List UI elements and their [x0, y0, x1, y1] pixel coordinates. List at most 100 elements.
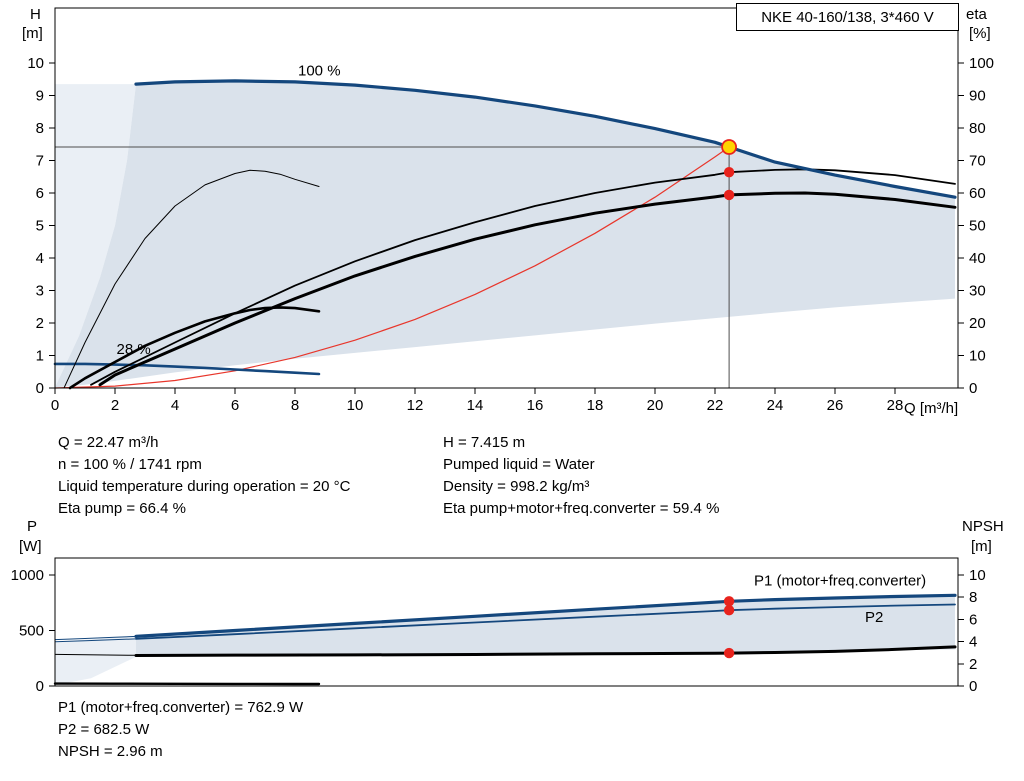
right-tick-label: 40 [969, 250, 986, 267]
right-tick-label: 0 [969, 678, 977, 695]
system-curve-curve [54, 146, 730, 389]
head-axis-label-h: H [30, 6, 41, 23]
info-density: Density = 998.2 kg/m³ [443, 478, 590, 495]
right-tick-label: 90 [969, 88, 986, 105]
right-tick-label: 80 [969, 120, 986, 137]
curve-label: 100 % [298, 62, 341, 79]
right-tick-label: 20 [969, 315, 986, 332]
npsh-curve [134, 645, 957, 657]
x-tick-label: 10 [347, 397, 364, 414]
p2-curve [135, 603, 956, 640]
left-tick-label: 0 [36, 380, 44, 397]
eta-axis-label: eta [966, 6, 987, 23]
info-eta-pump: Eta pump = 66.4 % [58, 500, 186, 517]
right-tick-label: 10 [969, 567, 986, 584]
curve-title: NKE 40-160/138, 3*460 V [761, 8, 934, 26]
eta-pump-reduced-curve [63, 169, 320, 389]
q-axis-label: Q [m³/h] [904, 400, 959, 417]
right-tick-label: 8 [969, 589, 977, 606]
right-tick-label: 30 [969, 283, 986, 300]
info-h: H = 7.415 m [443, 434, 526, 451]
power-axis-label: P [27, 518, 38, 535]
info-p1: P1 (motor+freq.converter) = 762.9 W [58, 699, 304, 716]
power-chart-frame [54, 557, 959, 687]
duty-info-column-1: Q = 22.47 m³/h n = 100 % / 1741 rpm Liqu… [58, 432, 350, 520]
x-tick-label: 8 [291, 397, 299, 414]
power-chart: 0 500 1000 0 2 4 6 8 10 P1 (motor+freq.converter)… [11, 557, 986, 695]
x-tick-label: 6 [231, 397, 239, 414]
info-npsh: NPSH = 2.96 m [58, 743, 163, 760]
eta-total-reduced-curve [68, 306, 321, 390]
right-tick-label: 60 [969, 185, 986, 202]
info-pumped-liquid: Pumped liquid = Water [443, 456, 595, 473]
right-tick-label: 0 [969, 380, 977, 397]
right-tick-label: 4 [969, 634, 977, 651]
h-28pct-curve [53, 362, 321, 376]
right-tick-label: 6 [969, 611, 977, 628]
left-tick-label: 10 [27, 55, 44, 72]
info-speed: n = 100 % / 1741 rpm [58, 456, 202, 473]
x-tick-label: 26 [827, 397, 844, 414]
info-q: Q = 22.47 m³/h [58, 434, 159, 451]
x-tick-label: 14 [467, 397, 484, 414]
x-tick-label: 24 [767, 397, 784, 414]
p2-low-extension-curve [54, 638, 137, 643]
right-tick-label: 10 [969, 348, 986, 365]
p2-point-marker [723, 605, 735, 616]
x-tick-label: 28 [887, 397, 904, 414]
npsh-extension-curve [54, 653, 137, 656]
p1-curve [134, 593, 957, 639]
left-tick-label: 7 [36, 153, 44, 170]
curve-label: 28 % [117, 341, 151, 358]
left-tick-label: 6 [36, 185, 44, 202]
npsh-point-marker [723, 647, 735, 659]
p1-low-extension-curve [54, 635, 137, 641]
head-chart-frame [54, 7, 959, 389]
curve-label: P2 [865, 609, 883, 626]
left-light-region [55, 84, 136, 388]
operating-range-region [55, 80, 955, 388]
head-chart: 0 2 4 6 8 10 12 14 16 18 20 22 24 26 28012345678910010… [27, 7, 994, 414]
x-tick-label: 18 [587, 397, 604, 414]
eta-total-point-marker [723, 189, 735, 201]
power-axis-unit: [W] [19, 538, 42, 555]
x-tick-label: 12 [407, 397, 424, 414]
eta-pump-point-marker [723, 167, 735, 178]
curve-title-box: NKE 40-160/138, 3*460 V [736, 3, 959, 31]
right-tick-label: 100 [969, 55, 994, 72]
eta-total-curve [98, 191, 957, 387]
left-tick-label: 8 [36, 120, 44, 137]
eta-axis-unit: [%] [969, 25, 991, 42]
left-tick-label: 3 [36, 283, 44, 300]
left-tick-label: 1 [36, 348, 44, 365]
power-range-region [136, 595, 955, 657]
info-liquid-temp: Liquid temperature during operation = 20… [58, 478, 351, 495]
x-tick-label: 22 [707, 397, 724, 414]
info-eta-total: Eta pump+motor+freq.converter = 59.4 % [443, 500, 720, 517]
right-tick-label: 2 [969, 656, 977, 673]
npsh-axis-label: NPSH [962, 518, 1004, 535]
h-100pct-curve [134, 79, 957, 199]
duty-info-column-2: H = 7.415 m Pumped liquid = Water Densit… [443, 432, 719, 520]
right-tick-label: 70 [969, 153, 986, 170]
x-tick-label: 0 [51, 397, 59, 414]
left-tick-label: 500 [19, 623, 44, 640]
power-info-column: P1 (motor+freq.converter) = 762.9 W P2 =… [58, 697, 303, 763]
x-tick-label: 2 [111, 397, 119, 414]
x-tick-label: 4 [171, 397, 179, 414]
info-p2: P2 = 682.5 W [58, 721, 150, 738]
x-tick-label: 20 [647, 397, 664, 414]
right-tick-label: 50 [969, 218, 986, 235]
duty-point-marker [721, 139, 737, 155]
left-tick-label: 9 [36, 88, 44, 105]
left-tick-label: 4 [36, 250, 44, 267]
left-tick-label: 1000 [11, 567, 44, 584]
head-axis-label-m: [m] [22, 25, 43, 42]
left-tick-label: 2 [36, 315, 44, 332]
power-left-light-region [55, 636, 136, 686]
x-tick-label: 16 [527, 397, 544, 414]
left-tick-label: 5 [36, 218, 44, 235]
curve-label: P1 (motor+freq.converter) [754, 573, 926, 590]
left-tick-label: 0 [36, 678, 44, 695]
